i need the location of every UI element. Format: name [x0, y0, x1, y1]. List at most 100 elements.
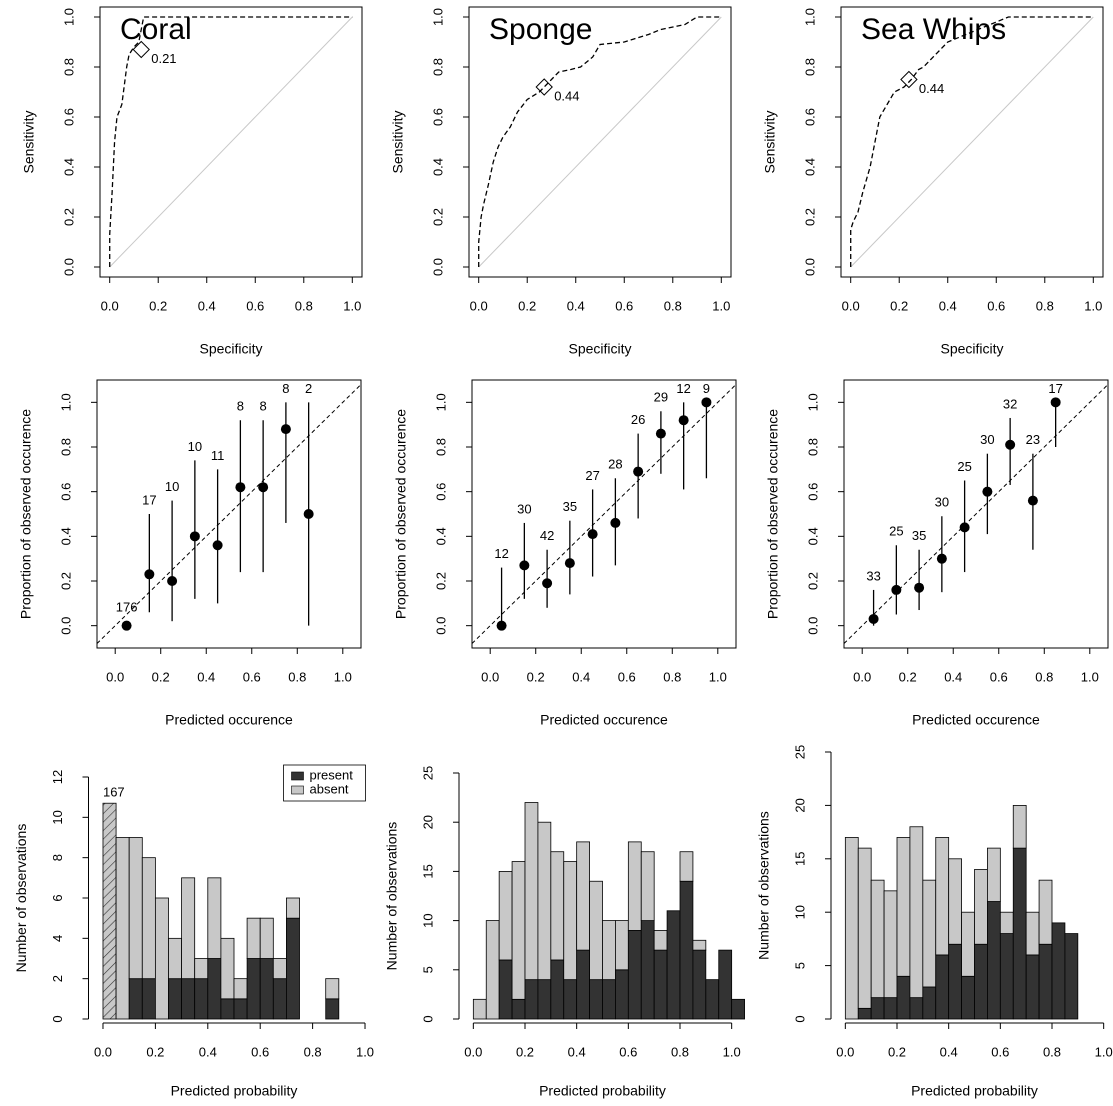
y-tick-label: 0.0 — [430, 258, 445, 276]
x-tick-label: 0.2 — [518, 298, 536, 313]
y-tick-label: 0.6 — [430, 108, 445, 126]
x-tick-label: 0.6 — [619, 1044, 637, 1059]
bar — [870, 879, 885, 999]
bar — [563, 979, 578, 1020]
bar — [857, 847, 872, 1009]
y-tick-label: 0 — [50, 1015, 65, 1022]
bar — [246, 917, 261, 959]
y-tick-label: 1.0 — [805, 393, 820, 411]
y-tick-label: 0.4 — [58, 527, 73, 545]
point — [144, 569, 155, 580]
y-tick-label: 0.6 — [805, 483, 820, 501]
y-axis-label: Proportion of observed occurence — [765, 409, 781, 619]
x-axis-label: Specificity — [940, 341, 1003, 357]
x-tick-label: 0.8 — [663, 669, 681, 684]
x-tick-label: 0.2 — [888, 1044, 906, 1059]
x-tick-label: 0.6 — [615, 298, 633, 313]
bar — [870, 997, 885, 1020]
bar — [537, 979, 552, 1020]
x-tick-label: 1.0 — [723, 1044, 741, 1059]
x-axis-label: Specificity — [568, 341, 631, 357]
count-label: 17 — [1048, 381, 1062, 396]
bar — [987, 847, 1001, 902]
y-tick-label: 4 — [50, 935, 65, 942]
y-axis-label: Proportion of observed occurence — [18, 409, 34, 619]
y-axis-label: Number of observations — [384, 822, 400, 971]
chart-title: Sea Whips — [861, 13, 1006, 46]
count-label: 25 — [889, 524, 903, 539]
bar — [1025, 954, 1040, 1020]
plot-frame — [840, 6, 1104, 278]
plot-frame — [99, 6, 363, 278]
y-tick-label: 0.0 — [802, 258, 817, 276]
bar — [194, 978, 209, 1020]
bar — [627, 930, 642, 1020]
legend-swatch — [291, 785, 304, 795]
x-tick-label: 1.0 — [1084, 298, 1102, 313]
bar — [102, 802, 117, 1020]
bar — [896, 837, 911, 977]
x-tick-label: 0.4 — [940, 1044, 958, 1059]
x-tick-label: 0.4 — [944, 669, 962, 684]
count-label: 10 — [165, 479, 179, 494]
x-tick-label: 0.0 — [842, 298, 860, 313]
count-label: 8 — [237, 399, 244, 414]
point — [1027, 495, 1038, 506]
y-tick-label: 20 — [420, 815, 435, 829]
bar — [602, 920, 616, 981]
x-tick-label: 0.8 — [671, 1044, 689, 1059]
bar — [1012, 847, 1027, 1020]
bar — [141, 857, 156, 980]
y-tick-label: 0.2 — [805, 572, 820, 590]
y-tick-label: 25 — [792, 745, 807, 759]
count-label: 23 — [1026, 432, 1040, 447]
x-tick-label: 0.6 — [246, 298, 264, 313]
x-tick-label: 0.8 — [1035, 669, 1053, 684]
count-label: 30 — [980, 432, 994, 447]
y-tick-label: 5 — [420, 966, 435, 973]
bar — [168, 937, 182, 980]
count-label: 32 — [1003, 396, 1017, 411]
point — [891, 584, 902, 595]
y-tick-label: 0.2 — [61, 208, 76, 226]
point — [303, 509, 314, 519]
point — [701, 397, 712, 408]
panel: 0.0 0.2 0.4 0.6 0.8 1.0 0.0 0.2 0.4 0.6 0.8 1.0 Pred… — [393, 379, 737, 728]
reference-diagonal — [109, 16, 353, 268]
x-tick-label: 0.8 — [1036, 298, 1054, 313]
bar — [653, 930, 668, 951]
x-tick-label: 0.0 — [481, 669, 499, 684]
bar — [948, 943, 962, 1020]
x-tick-label: 0.0 — [470, 298, 488, 313]
bar — [922, 986, 937, 1020]
y-tick-label: 10 — [792, 905, 807, 919]
y-tick-label: 0.0 — [61, 258, 76, 276]
chart-title: Sponge — [489, 13, 592, 46]
bar — [883, 890, 898, 999]
bar — [220, 998, 235, 1020]
x-tick-label: 0.8 — [1043, 1044, 1061, 1059]
bar — [576, 949, 590, 1020]
count-label: 29 — [654, 390, 668, 405]
y-tick-label: 10 — [50, 810, 65, 824]
y-tick-label: 1.0 — [802, 8, 817, 26]
x-tick-label: 0.4 — [939, 298, 957, 313]
x-tick-label: 1.0 — [356, 1044, 374, 1059]
y-tick-label: 0.8 — [430, 58, 445, 76]
count-label: 42 — [540, 528, 554, 543]
point — [1005, 439, 1016, 450]
x-tick-label: 0.2 — [149, 298, 167, 313]
threshold-marker — [900, 70, 918, 89]
threshold-label: 0.44 — [554, 88, 579, 103]
bar — [511, 861, 526, 1000]
x-tick-label: 0.2 — [527, 669, 545, 684]
bar — [246, 958, 261, 1020]
bar — [974, 943, 988, 1020]
bar — [909, 997, 924, 1020]
bar — [974, 869, 988, 945]
y-tick-label: 0.6 — [58, 483, 73, 501]
x-tick-label: 0.6 — [987, 298, 1005, 313]
point — [235, 482, 246, 493]
x-tick-label: 1.0 — [712, 298, 730, 313]
